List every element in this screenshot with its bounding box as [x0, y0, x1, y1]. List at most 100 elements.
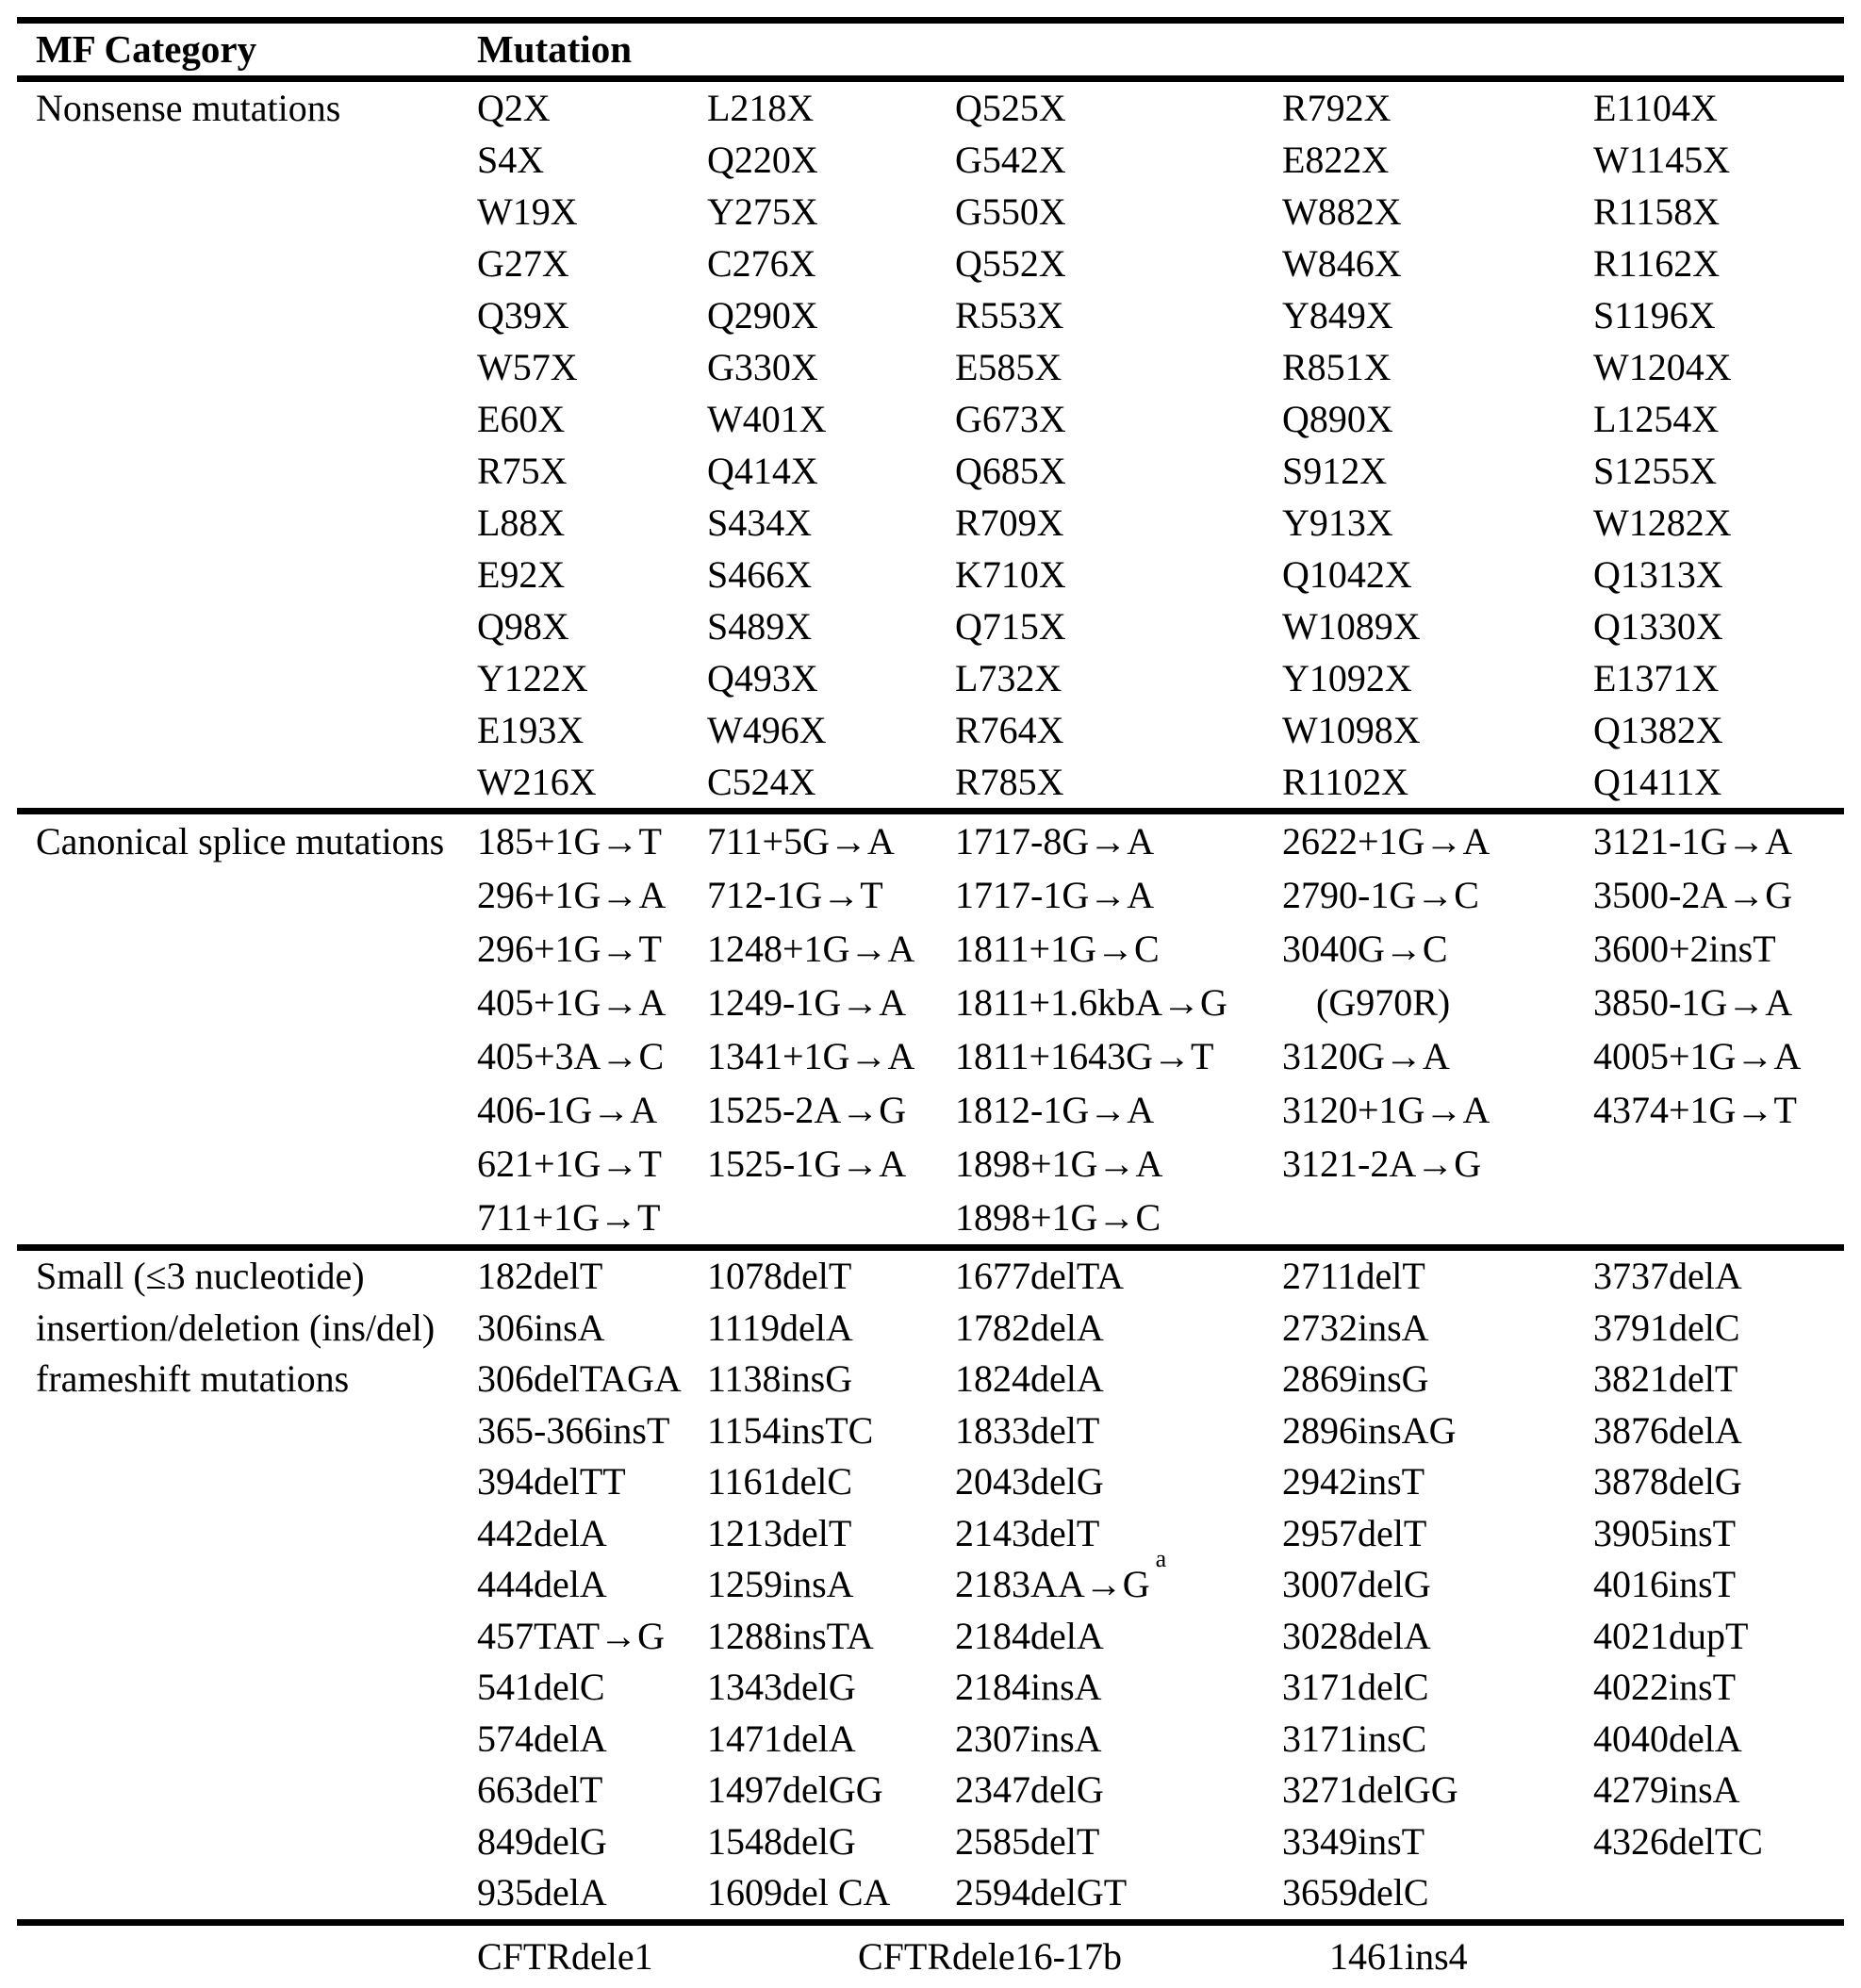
- mutation-cell: Y1092X: [1282, 657, 1412, 699]
- mutation-cell: [1593, 1867, 1844, 1919]
- mutation-cell: W57X: [477, 346, 578, 388]
- mutation-cell: 4374+1G→T: [1593, 1089, 1797, 1131]
- mutation-cell: 712-1G→T: [707, 874, 883, 916]
- mutation-cell: [707, 1191, 955, 1244]
- footer-mutation-cell: CFTRdele1: [477, 1934, 653, 1978]
- mutation-cell: 1213delT: [707, 1511, 852, 1554]
- mutation-cell: 1341+1G→A: [707, 1035, 915, 1077]
- mutation-cell: 1824delA: [955, 1357, 1104, 1400]
- mutation-cell: 2896insAG: [1282, 1408, 1457, 1452]
- mutation-cell: R1102X: [1282, 761, 1409, 803]
- mutation-cell: E1371X: [1593, 657, 1720, 699]
- mutation-cell: R1158X: [1593, 190, 1721, 233]
- mutation-cell: W401X: [707, 398, 827, 440]
- mutation-cell: 1471delA: [707, 1717, 856, 1760]
- mutation-cell: 3120+1G→A: [1282, 1089, 1490, 1131]
- mutation-cell: 711+1G→T: [477, 1196, 661, 1239]
- section-small-indel-frameshift-mutations: Small (≤3 nucleotide) insertion/deletion …: [17, 1251, 1844, 1919]
- mutation-cell: 3791delC: [1593, 1306, 1740, 1349]
- mutation-cell: Q39X: [477, 294, 569, 337]
- category-label-line: Nonsense mutations: [36, 87, 341, 129]
- mutation-cell: W496X: [707, 709, 827, 751]
- mutation-cell: Q2X: [477, 87, 551, 129]
- mutation-cell: 3878delG: [1593, 1460, 1742, 1503]
- mutation-cell: G542X: [955, 139, 1066, 181]
- mutation-cell: 2307insA: [955, 1717, 1102, 1760]
- mutation-cell: C524X: [707, 761, 816, 803]
- mutation-cell: E92X: [477, 553, 566, 596]
- section-divider-1: [17, 808, 1844, 814]
- mutation-cell: 1078delT: [707, 1255, 852, 1297]
- mutation-cell: R792X: [1282, 87, 1392, 129]
- mutation-cell: 663delT: [477, 1768, 603, 1811]
- mutation-cell: 3271delGG: [1282, 1768, 1458, 1811]
- mutation-cell: 849delG: [477, 1819, 607, 1863]
- mutation-cell: L732X: [955, 657, 1062, 699]
- mutation-cell: L218X: [707, 87, 815, 129]
- mutation-cell: 1343delG: [707, 1666, 856, 1708]
- mutation-cell: 1248+1G→A: [707, 928, 915, 970]
- mutation-cell: E193X: [477, 709, 585, 751]
- mutation-cell: 2043delG: [955, 1460, 1104, 1503]
- mutation-cell: 3737delA: [1593, 1255, 1742, 1297]
- mutation-cell: 3120G→A: [1282, 1035, 1450, 1077]
- mutation-cell: 4021dupT: [1593, 1614, 1749, 1657]
- mutation-cell: 1898+1G→C: [955, 1196, 1161, 1239]
- mutation-cell: 4326delTC: [1593, 1819, 1763, 1863]
- mutation-cell: 3905insT: [1593, 1511, 1737, 1554]
- mutation-cell: 1782delA: [955, 1306, 1104, 1349]
- mutation-cell: 2732insA: [1282, 1306, 1429, 1349]
- mutation-cell: 1812-1G→A: [955, 1089, 1155, 1131]
- mutation-cell: R764X: [955, 709, 1064, 751]
- table-header-row: MF Category Mutation: [17, 24, 1844, 75]
- section-nonsense-mutations: Nonsense mutations Q2X L218X Q525X R792X E110…: [17, 82, 1844, 808]
- mutation-cell: 1609del CA: [707, 1871, 891, 1914]
- mutation-cell: 3500-2A→G: [1593, 874, 1793, 916]
- mutation-cell: 3349insT: [1282, 1819, 1425, 1863]
- section-divider-3: [17, 1918, 1844, 1926]
- mutation-cell: 1898+1G→A: [955, 1142, 1163, 1185]
- mutation-cell: 405+1G→A: [477, 981, 667, 1024]
- mutation-cell: 1811+1.6kbA→G: [955, 981, 1227, 1024]
- mutation-cell: Y849X: [1282, 294, 1393, 337]
- mutation-cell: Q1042X: [1282, 553, 1412, 596]
- mutation-cell: 621+1G→T: [477, 1142, 662, 1185]
- mutation-cell: 406-1G→A: [477, 1089, 658, 1131]
- header-mutation: Mutation: [477, 27, 632, 71]
- mutation-cell: 3600+2insT: [1593, 928, 1776, 970]
- mutation-cell: S1196X: [1593, 294, 1716, 337]
- mutation-cell: W1089X: [1282, 605, 1421, 648]
- footer-mutation-cell: 1461ins4: [1329, 1934, 1468, 1978]
- category-label: Nonsense mutations: [17, 82, 477, 808]
- mutation-cell: S4X: [477, 139, 545, 181]
- mutation-cell: 2711delT: [1282, 1255, 1425, 1297]
- section-divider-2: [17, 1244, 1844, 1251]
- mutation-cell: 2585delT: [955, 1819, 1100, 1863]
- mutation-cell: 3821delT: [1593, 1357, 1738, 1400]
- mutation-cell: R553X: [955, 294, 1064, 337]
- mutation-cell: 2184insA: [955, 1666, 1102, 1708]
- header-mf-category: MF Category: [36, 27, 257, 71]
- mutation-cell: 1717-1G→A: [955, 874, 1155, 916]
- mutation-cell: Q414X: [707, 450, 818, 492]
- mutation-cell: S912X: [1282, 450, 1388, 492]
- category-label-line: frameshift mutations: [36, 1357, 350, 1400]
- mutation-cell: 1288insTA: [707, 1614, 874, 1657]
- mutation-cell: C276X: [707, 242, 816, 285]
- mutation-cell: 3007delG: [1282, 1563, 1431, 1605]
- mutation-cell: 1259insA: [707, 1563, 854, 1605]
- mutation-cell: Y122X: [477, 657, 588, 699]
- mutation-cell: 405+3A→C: [477, 1035, 665, 1077]
- category-label: Small (≤3 nucleotide) insertion/deletion …: [17, 1251, 477, 1919]
- mutation-cell: W1145X: [1593, 139, 1731, 181]
- mutation-cell: R709X: [955, 501, 1064, 544]
- mutation-cell: S1255X: [1593, 450, 1718, 492]
- mutation-cell: 182delT: [477, 1255, 603, 1297]
- mutation-cell: L1254X: [1593, 398, 1720, 440]
- mutation-cell: Q220X: [707, 139, 818, 181]
- mutation-cell: 1525-1G→A: [707, 1142, 907, 1185]
- mutation-cell: 2594delGT: [955, 1871, 1128, 1914]
- mutation-cell: 4279insA: [1593, 1768, 1740, 1811]
- mutation-cell: Y913X: [1282, 501, 1393, 544]
- category-label: Canonical splice mutations: [17, 814, 477, 1244]
